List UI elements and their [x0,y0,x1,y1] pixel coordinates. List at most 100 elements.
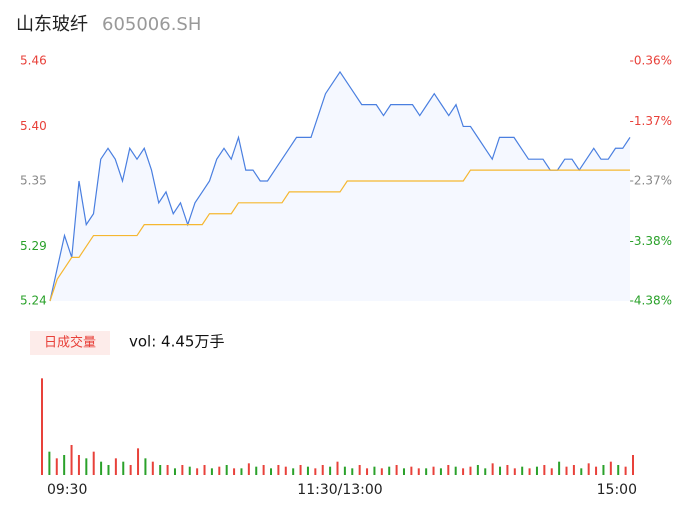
volume-bar [314,468,317,475]
volume-bar [632,455,634,475]
volume-bar [247,463,250,475]
volume-bar [92,451,95,475]
volume-bar [181,465,184,475]
volume-bar [299,465,302,475]
volume-bar [85,458,88,475]
volume-badge: 日成交量 [44,335,96,351]
y-tick-label: 5.46 [20,54,47,68]
volume-bar [351,468,354,475]
volume-bar [77,455,80,475]
volume-bar [144,458,147,475]
volume-bar [476,465,479,475]
volume-bar [137,448,140,475]
y-tick-label: 5.35 [20,174,47,188]
volume-bar [521,466,524,475]
price-area [50,71,630,301]
volume-bar [602,465,605,475]
volume-bar [366,468,369,475]
volume-bar [388,466,391,475]
stock-code: 605006.SH [102,14,201,35]
volume-bar [528,468,531,475]
volume-bar [543,465,546,475]
volume-bar [122,461,125,475]
volume-bar [188,466,191,475]
average-line [49,169,630,302]
volume-bar [255,466,258,475]
volume-bar [196,468,199,475]
volume-bar [609,461,612,475]
volume-bar [550,468,553,475]
volume-bar [100,461,103,475]
x-tick-label: 09:30 [47,482,87,498]
volume-bar [48,451,51,475]
volume-bar [329,466,332,475]
price-line [49,70,631,302]
volume-bar [151,461,154,475]
volume-bar [166,465,169,475]
volume-bar [380,468,383,475]
volume-bar [306,466,309,475]
volume-bar [63,455,66,475]
volume-bar [218,466,221,475]
x-tick-label: 15:00 [597,482,637,498]
volume-bar [595,466,598,475]
volume-bar [233,468,236,475]
volume-bar [321,465,324,475]
volume-bar [203,465,206,475]
volume-bar [565,466,568,475]
volume-bar [624,466,627,475]
y2-tick-label: -2.37% [630,174,672,188]
volume-bar [373,466,376,475]
volume-bar [107,465,110,475]
y-tick-label: 5.29 [20,239,47,253]
volume-bar [580,468,583,475]
y2-tick-label: -1.37% [630,114,672,128]
volume-bar [395,465,398,475]
volume-bar [358,465,361,475]
y2-tick-label: -0.36% [630,54,672,68]
volume-bar [469,466,472,475]
x-tick-label: 11:30/13:00 [297,482,382,498]
volume-bar [447,465,450,475]
volume-bar [587,463,590,475]
y2-tick-label: -4.38% [630,294,672,308]
volume-bar [513,468,516,475]
volume-bar [284,466,287,475]
volume-bar [572,465,575,475]
volume-title: vol: 4.45万手 [129,333,224,351]
badge-bg [30,331,110,355]
volume-bar [425,468,428,475]
volume-bar [225,465,228,475]
volume-bar [402,468,405,475]
volume-bar [262,465,265,475]
volume-bar [454,466,457,475]
volume-bar [439,468,442,475]
volume-bar [499,466,502,475]
volume-bar [129,465,132,475]
volume-bar [114,458,117,475]
volume-bar [558,461,561,475]
volume-bar [277,465,280,475]
volume-bar [336,461,339,475]
volume-bar [159,465,162,475]
y-tick-label: 5.24 [20,294,47,308]
y2-tick-label: -3.38% [630,234,672,248]
volume-bar [173,468,176,475]
volume-bar [410,466,413,475]
volume-bar [70,445,73,475]
volume-bar [41,378,43,475]
volume-bar [343,466,346,475]
y-tick-label: 5.40 [20,119,47,133]
volume-bar [210,468,213,475]
volume-bar [617,465,620,475]
stock-name: 山东玻纤 [16,14,88,35]
volume-bar [506,465,509,475]
volume-bar [535,466,538,475]
volume-bar [240,468,243,475]
volume-bar [432,466,435,475]
volume-bar [292,468,295,475]
volume-bar [55,458,58,475]
volume-bar [270,468,273,475]
